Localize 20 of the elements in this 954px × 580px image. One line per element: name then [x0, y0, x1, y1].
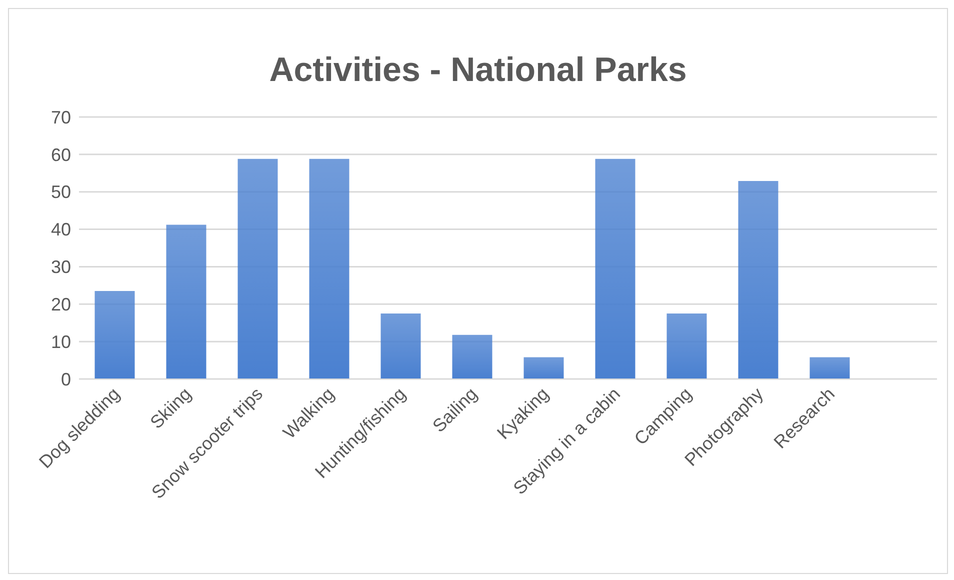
bar — [452, 334, 492, 379]
y-tick-label: 40 — [50, 220, 71, 240]
bar — [595, 158, 636, 379]
y-tick-label: 10 — [50, 332, 71, 352]
y-tick-label: 0 — [60, 369, 71, 390]
y-tick-label: 60 — [50, 144, 71, 165]
y-tick-label: 50 — [50, 182, 71, 202]
bar — [380, 314, 421, 379]
bar — [810, 357, 850, 379]
bar — [166, 224, 206, 379]
y-tick-label: 70 — [50, 107, 71, 128]
bar — [309, 158, 350, 379]
bar — [738, 181, 778, 379]
bar — [524, 357, 564, 379]
bar — [666, 314, 707, 379]
bar — [94, 291, 135, 379]
bar — [238, 158, 278, 379]
chart-title: Activities - National Parks — [268, 51, 688, 91]
y-tick-label: 30 — [50, 257, 71, 278]
y-tick-label: 20 — [50, 294, 71, 315]
